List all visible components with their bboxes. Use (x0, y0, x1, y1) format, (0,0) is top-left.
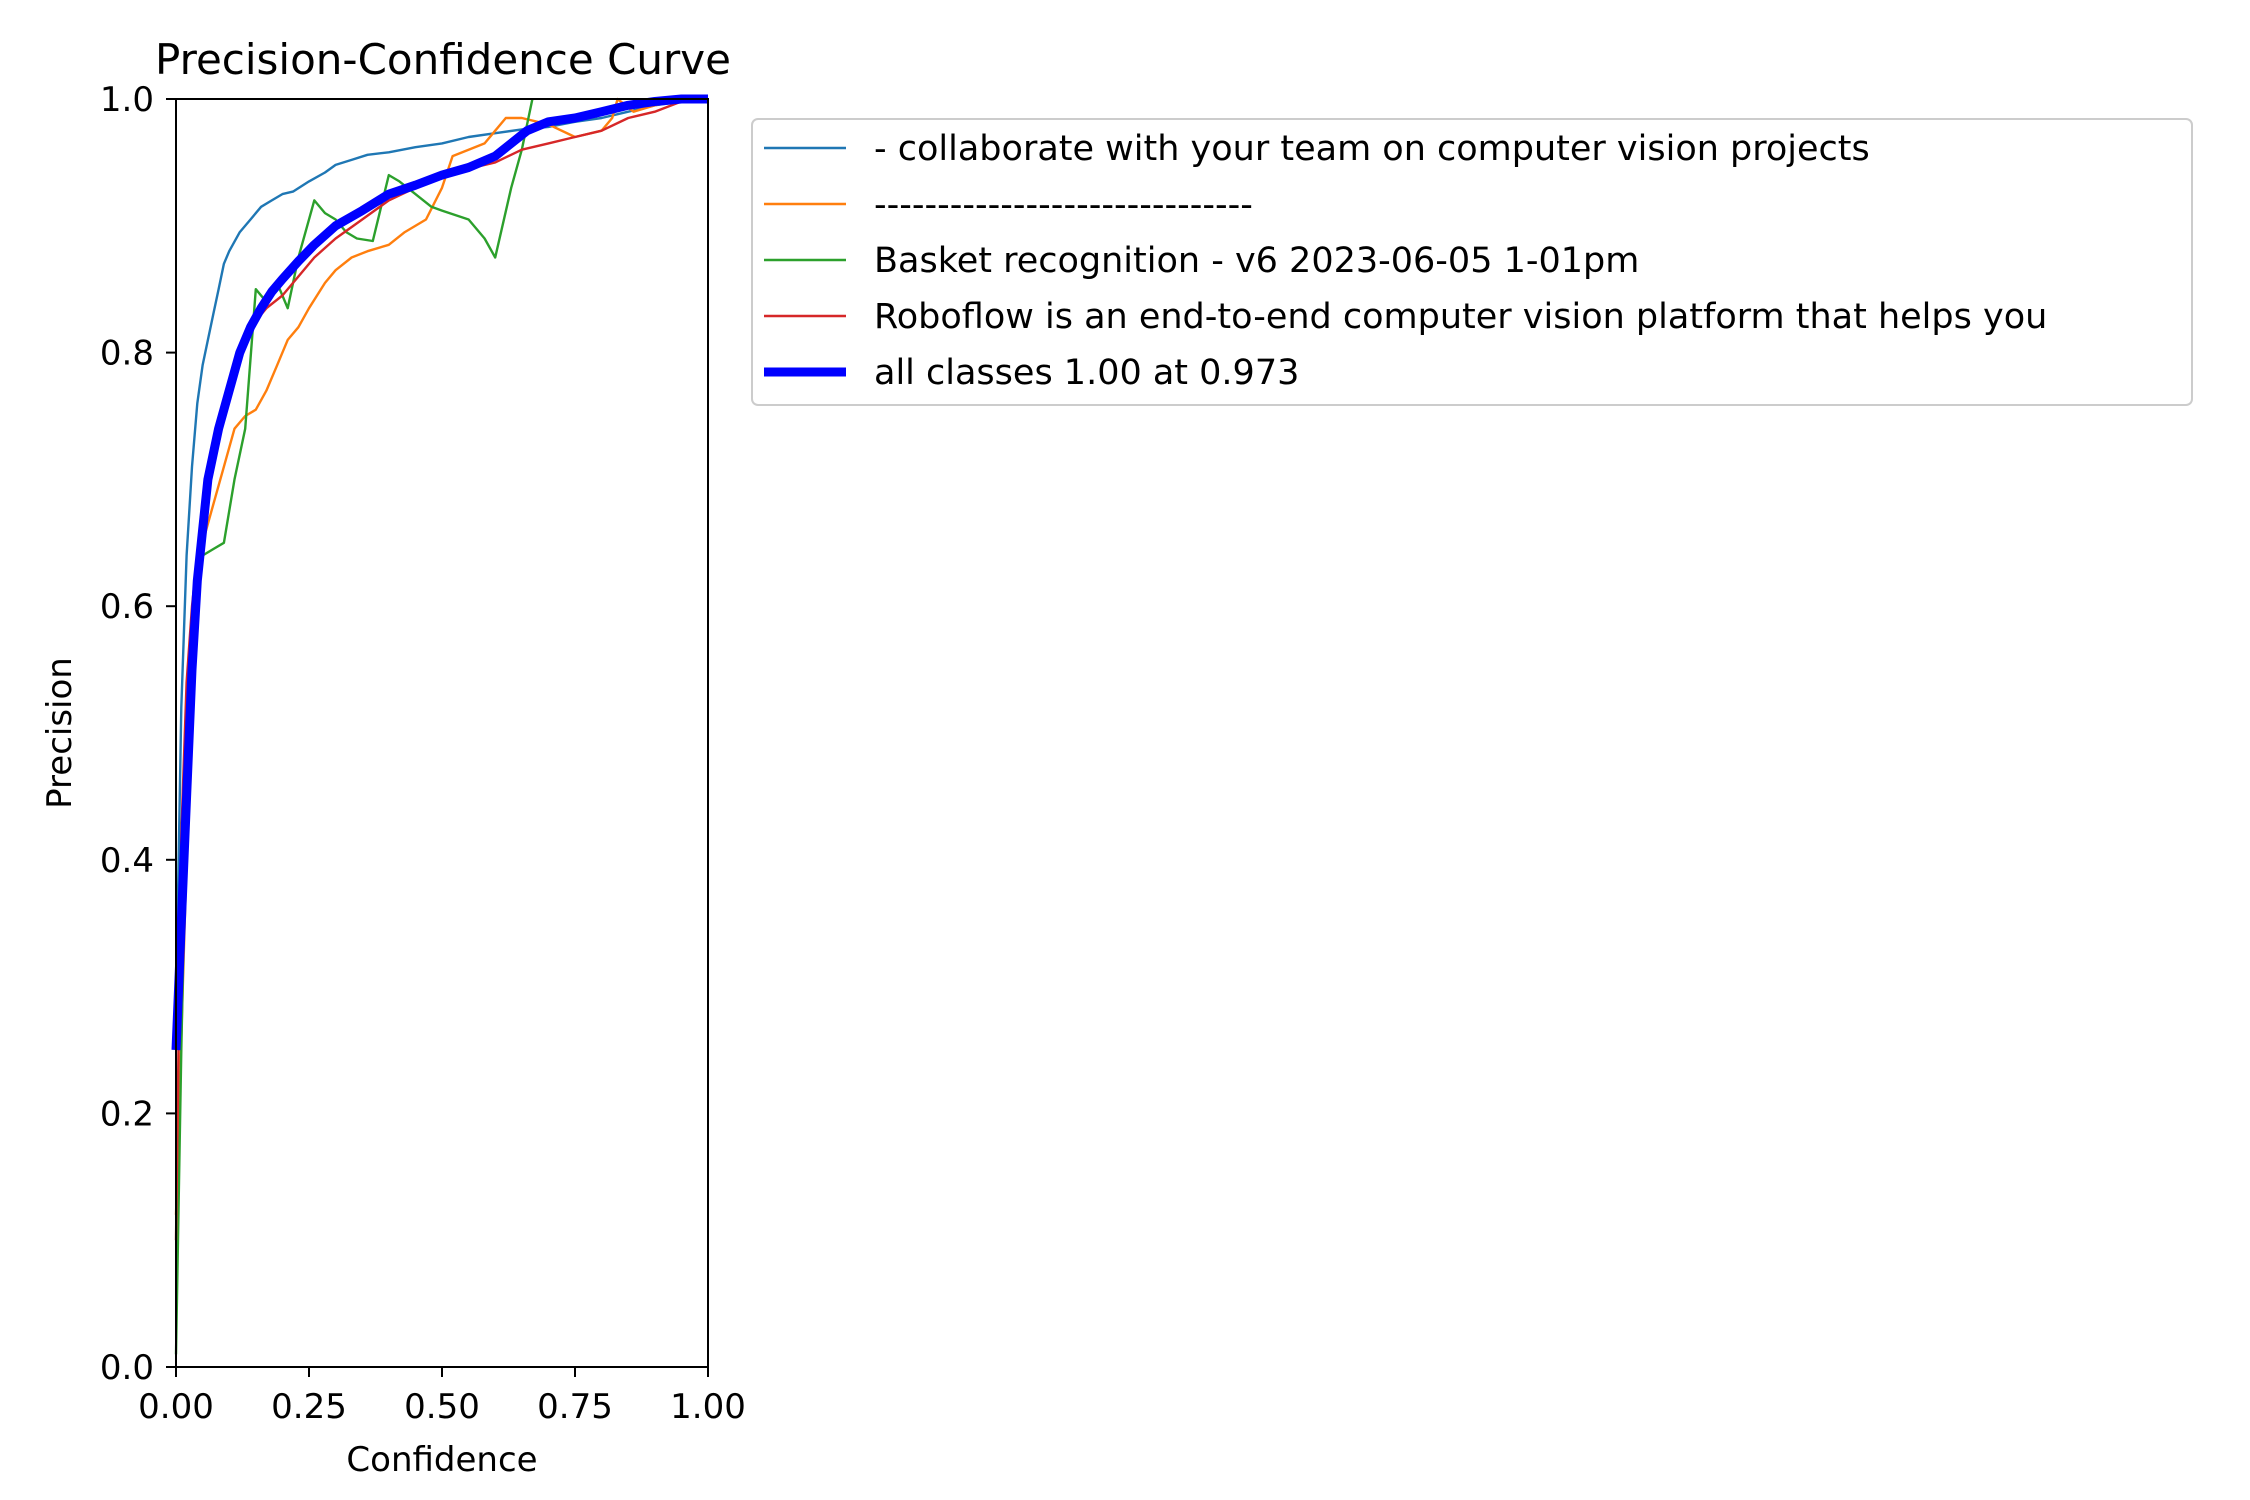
chart-title: Precision-Confidence Curve (155, 35, 731, 84)
y-tick-label-5: 1.0 (100, 80, 154, 120)
y-tick-label-0: 0.0 (100, 1348, 154, 1388)
series-line-0 (174, 97, 709, 1013)
series-line-1 (174, 97, 708, 1215)
legend-label-1: ------------------------------ (874, 185, 1253, 225)
x-tick-label-0: 0.00 (138, 1387, 214, 1427)
series-layer (171, 94, 709, 1355)
x-tick-label-4: 1.00 (670, 1387, 746, 1427)
x-axis-title: Confidence (346, 1440, 537, 1480)
x-tick-label-2: 0.50 (404, 1387, 480, 1427)
legend: - collaborate with your team on computer… (751, 118, 2193, 406)
legend-label-3: Roboflow is an end-to-end computer visio… (874, 297, 2047, 337)
x-tick-label-1: 0.25 (271, 1387, 347, 1427)
x-tick-label-3: 0.75 (537, 1387, 613, 1427)
legend-frame (751, 118, 2193, 406)
series-line-3 (174, 97, 709, 1241)
x-axis: 0.00 0.25 0.50 0.75 1.00 (138, 1367, 746, 1427)
y-axis-title: Precision (40, 657, 80, 809)
y-axis: 0.0 0.2 0.4 0.6 0.8 1.0 (100, 80, 176, 1388)
legend-label-4: all classes 1.00 at 0.973 (874, 353, 1299, 393)
y-tick-label-3: 0.6 (100, 587, 154, 627)
legend-label-2: Basket recognition - v6 2023-06-05 1-01p… (874, 241, 1639, 281)
series-line-2 (174, 98, 534, 1355)
y-tick-label-2: 0.4 (100, 841, 154, 881)
series-line-4 (171, 94, 708, 1051)
y-tick-label-1: 0.2 (100, 1094, 154, 1134)
y-tick-label-4: 0.8 (100, 334, 154, 374)
legend-entries: - collaborate with your team on computer… (764, 129, 2047, 393)
legend-label-0: - collaborate with your team on computer… (874, 129, 1870, 169)
